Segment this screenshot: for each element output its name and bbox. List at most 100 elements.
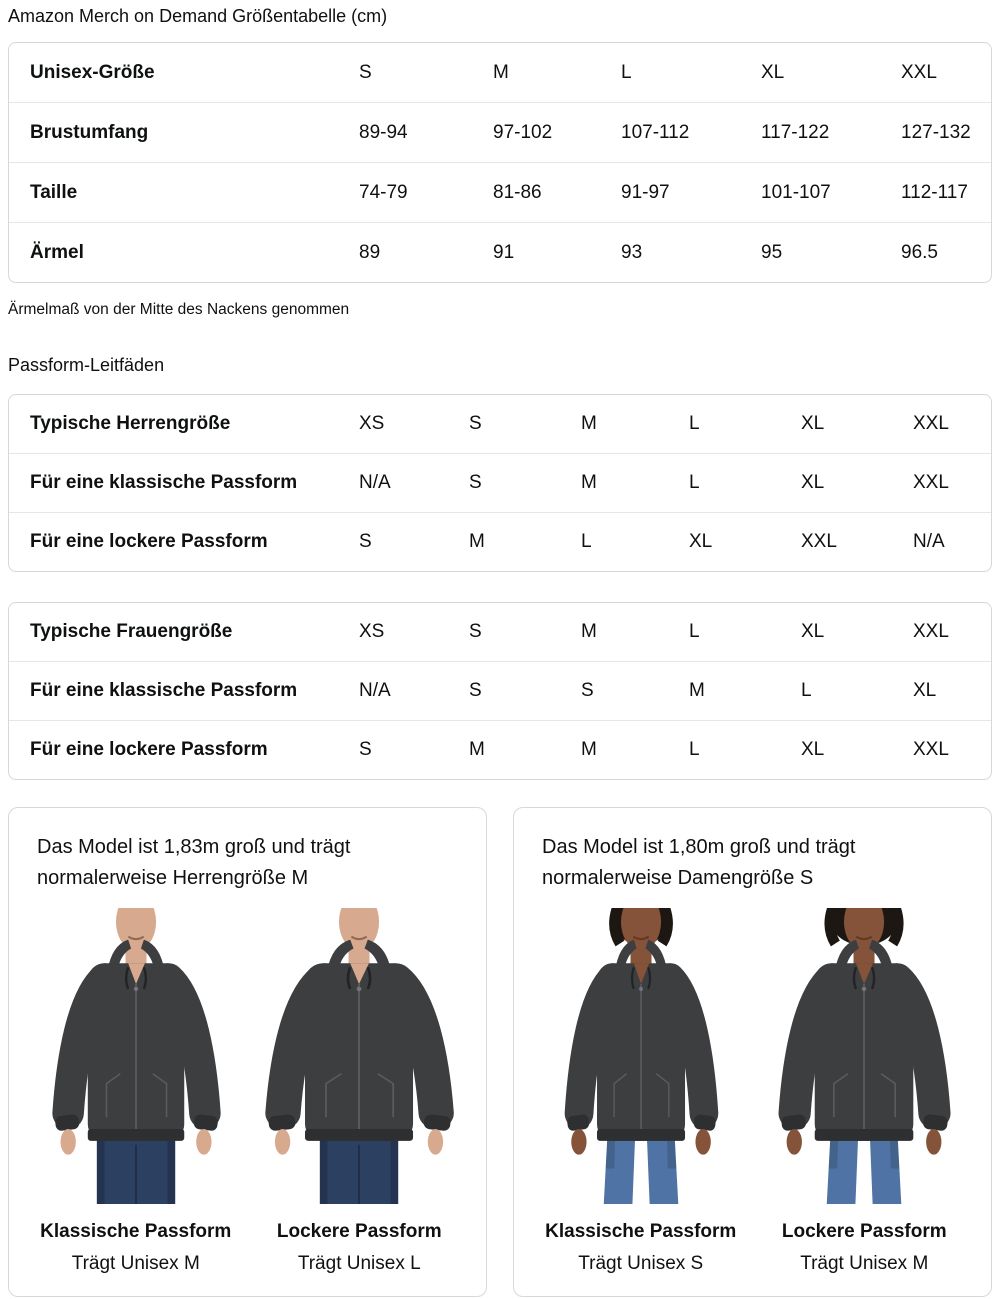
measure-cell: 89-94 bbox=[359, 102, 493, 163]
size-cell: M bbox=[689, 661, 801, 721]
model-description: Das Model ist 1,83m groß und trägt norma… bbox=[37, 836, 351, 889]
measure-cell: 112-117 bbox=[901, 162, 991, 223]
unisex-size-table: Unisex-Größe S M L XL XXL Brustumfang 89… bbox=[8, 42, 992, 283]
size-cell: XXL bbox=[801, 512, 913, 571]
size-cell: L bbox=[801, 661, 913, 721]
size-cell: M bbox=[493, 61, 509, 83]
loose-fit-caption: Lockere Passform Trägt Unisex M bbox=[753, 1220, 977, 1276]
table-row: Für eine klassische Passform N/A S S M L… bbox=[9, 661, 991, 721]
size-cell: L bbox=[581, 512, 689, 571]
fit-label: Lockere Passform bbox=[276, 1221, 442, 1242]
measure-cell: 81-86 bbox=[493, 162, 621, 223]
model-figure-illustration bbox=[564, 908, 718, 1204]
size-cell: XXL bbox=[913, 621, 949, 642]
row-label: Ärmel bbox=[9, 222, 359, 282]
size-cell: XL bbox=[761, 61, 785, 83]
table-row: Typische Herrengröße XS S M L XL XXL bbox=[9, 395, 991, 454]
table-row: Taille 74-79 81-86 91-97 101-107 112-117 bbox=[9, 162, 991, 223]
model-photos bbox=[24, 908, 471, 1204]
model-cards-row: Das Model ist 1,83m groß und trägt norma… bbox=[8, 807, 992, 1297]
size-cell: XL bbox=[689, 512, 801, 571]
model-figure-illustration bbox=[264, 908, 454, 1204]
measure-cell: 95 bbox=[761, 222, 901, 282]
measure-cell: 91-97 bbox=[621, 162, 761, 223]
size-cell: XXL bbox=[913, 413, 949, 434]
size-cell: XXL bbox=[913, 453, 991, 513]
size-cell: S bbox=[469, 621, 482, 642]
measure-cell: 89 bbox=[359, 222, 493, 282]
measure-cell: 74-79 bbox=[359, 162, 493, 223]
row-label: Für eine klassische Passform bbox=[9, 453, 359, 513]
size-cell: XL bbox=[801, 621, 825, 642]
loose-fit-caption: Lockere Passform Trägt Unisex L bbox=[248, 1220, 472, 1276]
male-model-loose-fit-photo bbox=[252, 908, 467, 1204]
size-cell: S bbox=[469, 413, 482, 434]
table-row: Unisex-Größe S M L XL XXL bbox=[9, 43, 991, 103]
size-cell: S bbox=[359, 512, 469, 571]
row-label: Unisex-Größe bbox=[30, 61, 155, 83]
mens-fit-table: Typische Herrengröße XS S M L XL XXL Für… bbox=[8, 394, 992, 572]
size-cell: M bbox=[469, 512, 581, 571]
table-row: Typische Frauengröße XS S M L XL XXL bbox=[9, 603, 991, 662]
table-row: Für eine lockere Passform S M L XL XXL N… bbox=[9, 512, 991, 571]
size-cell: L bbox=[689, 413, 700, 434]
size-cell: L bbox=[689, 453, 801, 513]
photo-captions: Klassische Passform Trägt Unisex M Locke… bbox=[24, 1220, 471, 1276]
model-card-women: Das Model ist 1,80m groß und trägt norma… bbox=[513, 807, 992, 1297]
size-cell: XXL bbox=[913, 720, 991, 779]
size-cell: L bbox=[689, 621, 700, 642]
size-worn-label: Trägt Unisex M bbox=[71, 1253, 200, 1274]
row-label: Typische Herrengröße bbox=[30, 413, 231, 434]
measure-cell: 97-102 bbox=[493, 102, 621, 163]
size-cell: M bbox=[581, 621, 597, 642]
model-photos bbox=[529, 908, 976, 1204]
classic-fit-caption: Klassische Passform Trägt Unisex M bbox=[24, 1220, 248, 1276]
fit-label: Klassische Passform bbox=[40, 1221, 232, 1242]
size-cell: S bbox=[359, 61, 372, 83]
measure-cell: 101-107 bbox=[761, 162, 901, 223]
row-label: Für eine lockere Passform bbox=[9, 512, 359, 571]
size-cell: XS bbox=[359, 621, 385, 642]
photo-captions: Klassische Passform Trägt Unisex S Locke… bbox=[529, 1220, 976, 1276]
size-cell: M bbox=[581, 720, 689, 779]
row-label: Für eine klassische Passform bbox=[9, 661, 359, 721]
size-cell: S bbox=[469, 661, 581, 721]
size-cell: XL bbox=[801, 720, 913, 779]
fit-label: Klassische Passform bbox=[545, 1221, 737, 1242]
table-row: Ärmel 89 91 93 95 96.5 bbox=[9, 222, 991, 282]
page-title: Amazon Merch on Demand Größentabelle (cm… bbox=[8, 6, 388, 26]
size-cell: XL bbox=[801, 453, 913, 513]
row-label: Typische Frauengröße bbox=[30, 621, 233, 642]
size-cell: N/A bbox=[913, 512, 991, 571]
table-row: Für eine lockere Passform S M M L XL XXL bbox=[9, 720, 991, 779]
size-cell: N/A bbox=[359, 661, 469, 721]
size-cell: M bbox=[581, 453, 689, 513]
row-label: Für eine lockere Passform bbox=[9, 720, 359, 779]
measure-cell: 107-112 bbox=[621, 102, 761, 163]
table-row: Brustumfang 89-94 97-102 107-112 117-122… bbox=[9, 102, 991, 163]
size-worn-label: Trägt Unisex S bbox=[578, 1253, 704, 1274]
measure-cell: 96.5 bbox=[901, 222, 991, 282]
size-cell: L bbox=[621, 61, 632, 83]
size-cell: XXL bbox=[901, 61, 937, 83]
measure-cell: 93 bbox=[621, 222, 761, 282]
model-description: Das Model ist 1,80m groß und trägt norma… bbox=[542, 836, 856, 889]
measure-cell: 91 bbox=[493, 222, 621, 282]
size-cell: M bbox=[469, 720, 581, 779]
size-cell: XL bbox=[801, 413, 825, 434]
row-label: Taille bbox=[9, 162, 359, 223]
sleeve-measure-footnote: Ärmelmaß von der Mitte des Nackens genom… bbox=[8, 301, 350, 318]
size-cell: M bbox=[581, 413, 597, 434]
fit-label: Lockere Passform bbox=[781, 1221, 947, 1242]
womens-fit-table: Typische Frauengröße XS S M L XL XXL Für… bbox=[8, 602, 992, 780]
size-cell: N/A bbox=[359, 453, 469, 513]
size-cell: S bbox=[359, 720, 469, 779]
size-worn-label: Trägt Unisex M bbox=[800, 1253, 929, 1274]
size-cell: S bbox=[469, 453, 581, 513]
fit-guides-heading: Passform-Leitfäden bbox=[8, 355, 165, 375]
size-cell: L bbox=[689, 720, 801, 779]
model-card-men: Das Model ist 1,83m groß und trägt norma… bbox=[8, 807, 487, 1297]
size-cell: XS bbox=[359, 413, 385, 434]
model-figure-illustration bbox=[778, 908, 951, 1204]
